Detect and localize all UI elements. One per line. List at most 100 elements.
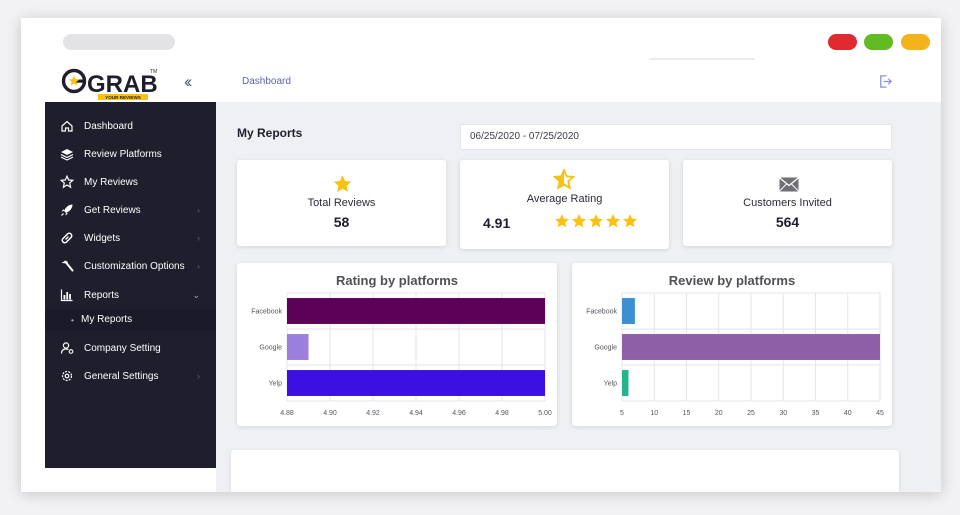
gear-icon (61, 370, 73, 382)
sidebar-item-customization-options[interactable]: Customization Options › (45, 253, 216, 279)
address-bar-placeholder (63, 34, 175, 50)
chevron-right-icon: › (197, 233, 200, 243)
x-tick-label: 5 (620, 410, 624, 417)
star-icon (333, 175, 352, 192)
envelope-icon (779, 177, 799, 192)
date-range-picker[interactable]: 06/25/2020 - 07/25/2020 (460, 124, 892, 150)
hammer-icon (61, 260, 74, 272)
sidebar-item-label: Widgets (84, 232, 121, 244)
grab-your-reviews-logo[interactable]: GRAB TM YOUR REVIEWS (61, 65, 161, 101)
x-tick-label: 4.96 (452, 410, 466, 417)
average-rating-value: 4.91 (483, 215, 511, 231)
x-tick-label: 25 (747, 410, 755, 417)
star-outline-icon (553, 169, 575, 190)
sidebar-item-label: Get Reviews (84, 204, 141, 216)
logo-tm: TM (150, 69, 157, 75)
y-category-label: Google (594, 345, 617, 352)
sidebar-item-label: Dashboard (84, 120, 133, 132)
sidebar-item-widgets[interactable]: Widgets › (45, 225, 216, 251)
x-tick-label: 4.92 (366, 410, 380, 417)
bar-facebook (622, 298, 635, 324)
bar-facebook (287, 298, 545, 324)
x-tick-label: 4.98 (495, 410, 509, 417)
total-reviews-label: Total Reviews (307, 197, 376, 209)
logout-icon[interactable] (878, 74, 893, 89)
bar-yelp (287, 370, 545, 396)
x-tick-label: 10 (650, 410, 658, 417)
home-icon (61, 120, 73, 132)
sidebar-subitem-label: My Reports (81, 314, 133, 325)
total-reviews-card: Total Reviews 58 (237, 160, 446, 246)
maximize-window-button[interactable] (864, 34, 893, 50)
bottom-panel (231, 450, 899, 492)
link-icon (61, 232, 73, 244)
bar-chart-icon (60, 289, 73, 302)
rating-star-icon (589, 214, 603, 228)
x-tick-label: 15 (683, 410, 691, 417)
average-rating-card: Average Rating 4.91 (460, 160, 669, 249)
x-tick-label: 30 (779, 410, 787, 417)
sidebar-item-dashboard[interactable]: Dashboard (45, 113, 216, 139)
sidebar-item-label: Customization Options (84, 260, 185, 272)
review-by-platforms-card: Review by platforms 5 10 15 20 25 30 35 40 45 Fac… (572, 263, 892, 426)
average-rating-label: Average Rating (526, 193, 603, 205)
review-by-platforms-chart: 5 10 15 20 25 30 35 40 45 Facebook Google Yelp (586, 292, 884, 417)
sidebar-item-label: Review Platforms (84, 148, 162, 160)
sidebar-item-my-reviews[interactable]: My Reviews (45, 169, 216, 195)
rating-by-platforms-card: Rating by platforms 4.88 4.90 4.92 4.94 4.96… (237, 263, 557, 426)
layers-icon (60, 149, 74, 161)
chart-title: Review by platforms (668, 273, 796, 288)
chart-title: Rating by platforms (335, 273, 459, 288)
x-tick-label: 4.88 (280, 410, 294, 417)
x-tick-label: 45 (876, 410, 884, 417)
y-category-label: Yelp (604, 381, 617, 388)
sidebar-item-label: Company Setting (84, 342, 161, 354)
page-title: My Reports (237, 126, 303, 140)
logo-text: GRAB (87, 71, 158, 98)
customers-invited-card: Customers Invited 564 (683, 160, 892, 246)
top-divider (649, 58, 755, 60)
sidebar-item-label: General Settings (84, 370, 159, 382)
x-tick-label: 20 (715, 410, 723, 417)
chevron-right-icon: › (197, 371, 200, 381)
x-tick-label: 4.90 (323, 410, 337, 417)
sidebar-item-review-platforms[interactable]: Review Platforms (45, 141, 216, 167)
x-tick-label: 35 (812, 410, 820, 417)
sidebar-item-get-reviews[interactable]: Get Reviews › (45, 197, 216, 223)
y-category-label: Facebook (586, 309, 617, 316)
bullet-icon: • (71, 316, 74, 325)
chevron-down-icon: ⌄ (192, 289, 200, 300)
sidebar-item-label: My Reviews (84, 176, 138, 188)
rating-stars (554, 213, 638, 231)
app-window: GRAB TM YOUR REVIEWS ‹‹ Dashboard Dashbo… (21, 18, 941, 492)
logo-tagline: YOUR REVIEWS (105, 95, 141, 100)
sidebar: Dashboard Review Platforms My Reviews Ge… (45, 102, 216, 468)
chevron-right-icon: › (197, 205, 200, 215)
total-reviews-value: 58 (333, 214, 350, 230)
breadcrumb[interactable]: Dashboard (242, 76, 291, 87)
sidebar-subitem-my-reports[interactable]: • My Reports (45, 309, 216, 331)
user-gear-icon (60, 342, 74, 354)
bar-google (287, 334, 309, 360)
sidebar-item-general-settings[interactable]: General Settings › (45, 363, 216, 389)
chevron-right-icon: › (197, 261, 200, 271)
x-tick-label: 4.94 (409, 410, 423, 417)
x-tick-label: 40 (844, 410, 852, 417)
star-outline-icon (60, 175, 74, 189)
rocket-icon (61, 204, 73, 216)
bar-yelp (622, 370, 629, 396)
rating-star-icon (555, 214, 569, 228)
y-category-label: Facebook (251, 309, 282, 316)
sidebar-item-company-setting[interactable]: Company Setting (45, 335, 216, 361)
rating-star-icon (623, 214, 637, 228)
rating-by-platforms-chart: 4.88 4.90 4.92 4.94 4.96 4.98 5.00 Facebook Goog… (251, 292, 552, 417)
collapse-sidebar-icon[interactable]: ‹‹ (184, 72, 193, 91)
minimize-window-button[interactable] (901, 34, 930, 50)
y-category-label: Yelp (269, 381, 282, 388)
customers-invited-value: 564 (775, 214, 800, 230)
y-category-label: Google (259, 345, 282, 352)
sidebar-item-label: Reports (84, 289, 120, 301)
sidebar-item-reports[interactable]: Reports ⌄ (45, 282, 216, 308)
close-window-button[interactable] (828, 34, 857, 50)
x-tick-label: 5.00 (538, 410, 552, 417)
